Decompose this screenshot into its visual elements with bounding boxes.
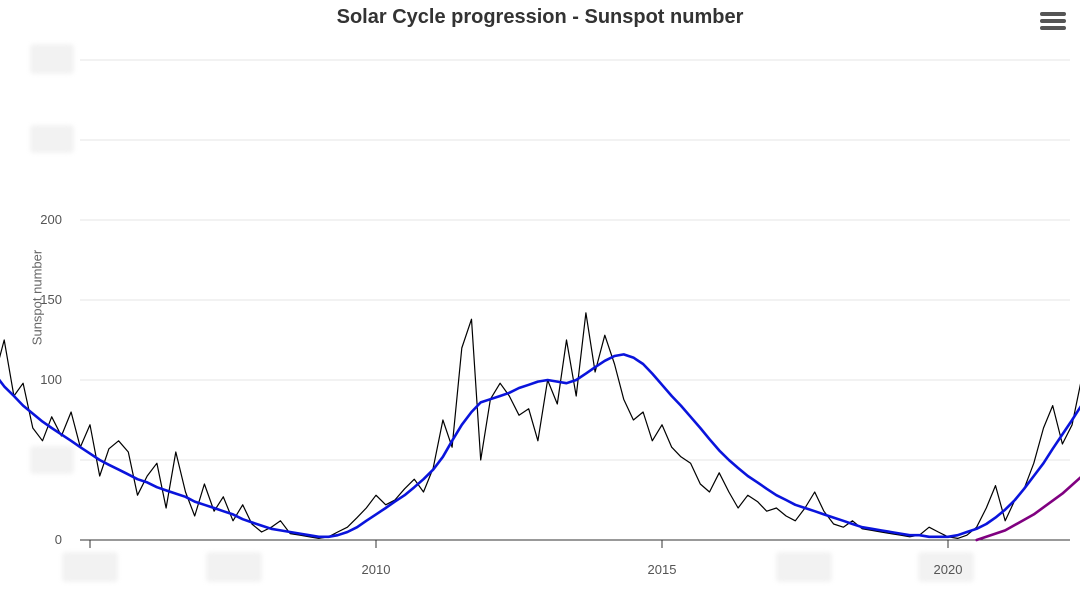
blurred-tick-label [776, 552, 832, 582]
blurred-tick-label [62, 552, 118, 582]
x-tick-label: 2010 [362, 562, 391, 577]
menu-bar [1040, 19, 1066, 23]
x-tick-label: 2015 [648, 562, 677, 577]
blurred-tick-label [30, 44, 74, 74]
chart-title: Solar Cycle progression - Sunspot number [336, 6, 744, 28]
y-tick-label: 0 [55, 532, 62, 547]
series-line-4 [975, 476, 1080, 542]
menu-bar [1040, 12, 1066, 16]
menu-bar [1040, 26, 1066, 30]
y-tick-label: 150 [40, 292, 62, 307]
series-line-0 [0, 312, 1080, 540]
blurred-tick-label [918, 552, 974, 582]
menu-hamburger-icon[interactable] [1040, 12, 1066, 34]
blurred-tick-label [30, 446, 74, 474]
y-tick-label: 100 [40, 372, 62, 387]
x-tick-label: 2020 [934, 562, 963, 577]
blurred-tick-label [30, 125, 74, 153]
y-tick-label: 200 [40, 212, 62, 227]
blurred-tick-label [206, 552, 262, 582]
series-line-1 [0, 353, 1080, 539]
